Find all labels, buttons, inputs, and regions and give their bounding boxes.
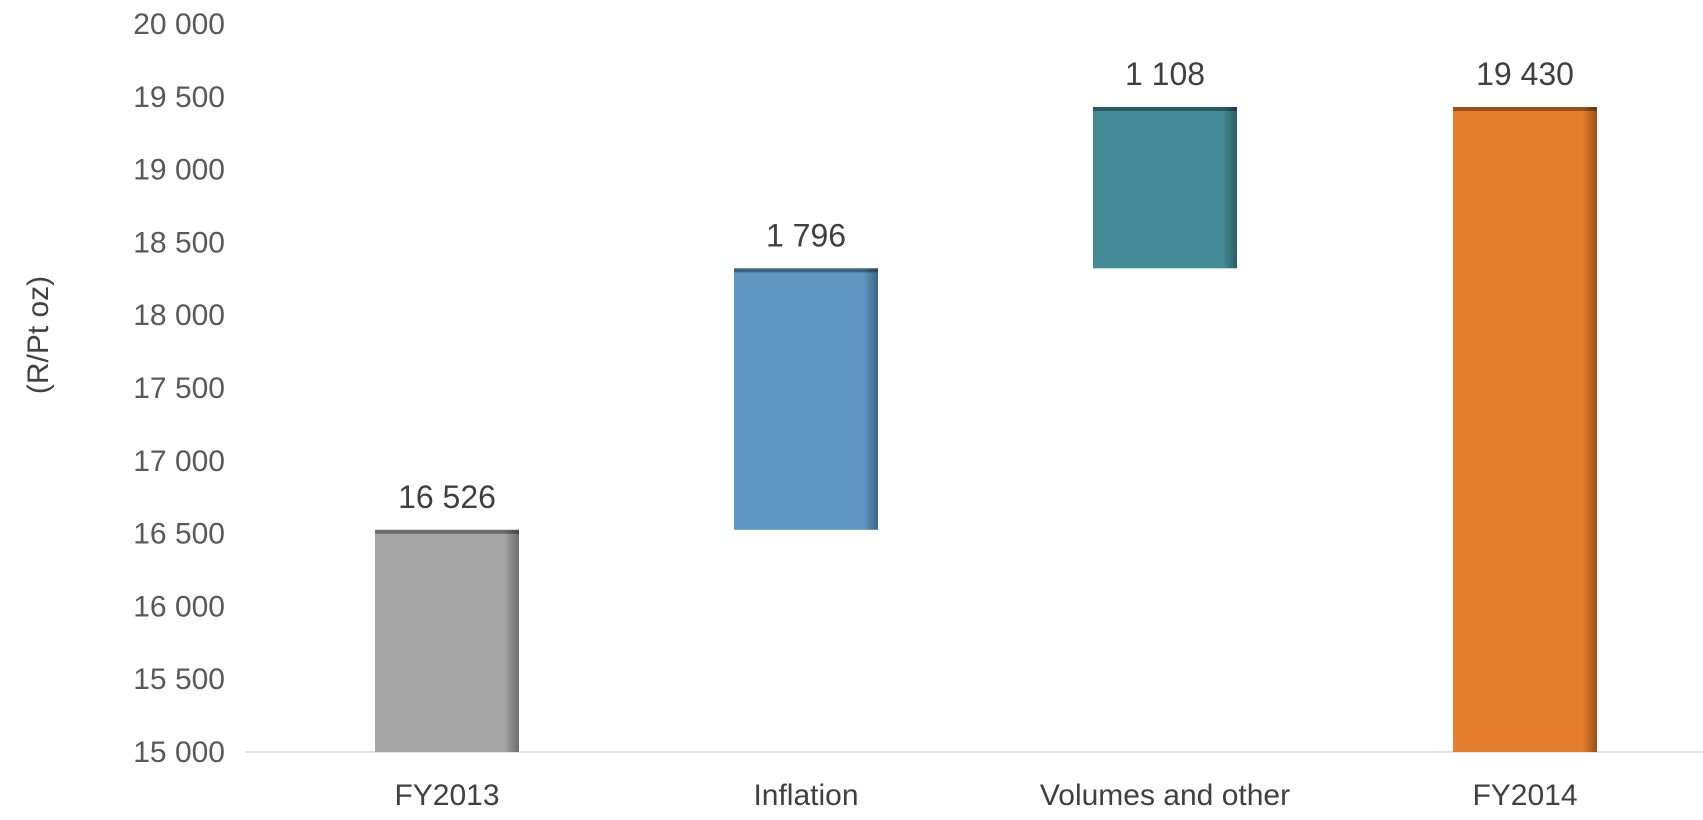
y-tick-label: 18 500	[133, 226, 225, 259]
category-labels: FY2013 Inflation Volumes and other FY2014	[394, 779, 1577, 812]
y-tick-label: 19 000	[133, 154, 225, 187]
category-label: FY2013	[394, 779, 499, 812]
y-tick-label: 20 000	[133, 8, 225, 41]
data-label: 16 526	[398, 479, 496, 515]
data-label: 1 796	[766, 217, 846, 253]
bar-fy2013	[375, 529, 519, 752]
data-label: 19 430	[1476, 56, 1574, 92]
bar-top-edge	[1453, 106, 1597, 111]
y-axis-title: (R/Pt oz)	[22, 276, 55, 394]
y-tick-label: 18 000	[133, 299, 225, 332]
y-tick-label: 15 000	[133, 736, 225, 769]
y-tick-label: 15 500	[133, 663, 225, 696]
bar-top-edge	[1093, 106, 1237, 111]
category-label: Inflation	[753, 779, 858, 812]
bars	[375, 106, 1597, 752]
bar-top-edge	[375, 529, 519, 534]
y-tick-label: 16 000	[133, 590, 225, 623]
data-label: 1 108	[1125, 56, 1205, 92]
bar-inflation	[734, 268, 878, 530]
y-tick-label: 16 500	[133, 518, 225, 551]
y-tick-label: 17 000	[133, 445, 225, 478]
bar-volumes-and-other	[1093, 106, 1237, 269]
y-tick-label: 19 500	[133, 81, 225, 114]
y-tick-label: 17 500	[133, 372, 225, 405]
category-label: Volumes and other	[1040, 779, 1290, 812]
bar-top-edge	[734, 268, 878, 273]
y-axis-ticks: 15 000 15 500 16 000 16 500 17 000 17 500 18 0…	[133, 8, 225, 769]
data-labels: 16 526 1 796 1 108 19 430	[398, 56, 1574, 515]
category-label: FY2014	[1472, 779, 1577, 812]
bar-fy2014	[1453, 106, 1597, 752]
